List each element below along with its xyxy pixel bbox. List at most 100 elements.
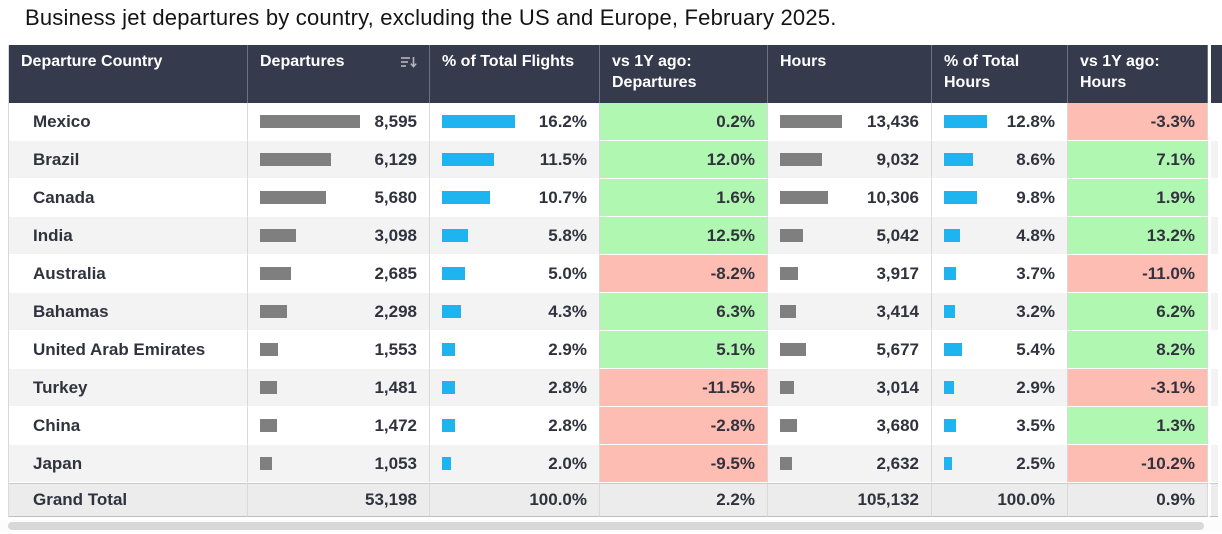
pct-hours-cell: 3.2% [932, 293, 1068, 331]
country-cell: Australia [9, 255, 248, 293]
vs-1y-hours-cell: 6.2% [1068, 293, 1208, 331]
grand-total-label: Grand Total [9, 483, 248, 517]
vs-1y-departures-cell: 1.6% [600, 179, 768, 217]
departures-cell: 8,595 [248, 103, 430, 141]
table-row: Turkey 1,481 2.8% -11.5% 3,014 2.9% -3.1… [9, 369, 1219, 407]
clipped-next-column-sliver [1208, 217, 1218, 255]
pct-hours-cell: 3.7% [932, 255, 1068, 293]
departures-value: 2,298 [374, 301, 417, 321]
pct-flights-data-bar [442, 153, 494, 166]
vs-1y-departures-value: -9.5% [710, 453, 755, 473]
hours-data-bar [780, 229, 804, 242]
column-header-vs-1y-departures[interactable]: vs 1Y ago: Departures [600, 45, 768, 103]
departures-bar-track [260, 419, 360, 432]
departures-data-bar [260, 457, 273, 470]
pct-hours-data-bar [944, 419, 956, 432]
vs-1y-hours-value: -3.3% [1150, 111, 1195, 131]
pct-flights-data-bar [442, 305, 462, 318]
column-header-hours[interactable]: Hours [768, 45, 932, 103]
vs-1y-hours-cell: 1.9% [1068, 179, 1208, 217]
hours-cell: 5,042 [768, 217, 932, 255]
hours-cell: 10,306 [768, 179, 932, 217]
departures-value: 1,472 [374, 415, 417, 435]
country-cell: United Arab Emirates [9, 331, 248, 369]
hours-bar-track [780, 381, 842, 394]
vs-1y-departures-value: -8.2% [710, 263, 755, 283]
departures-cell: 5,680 [248, 179, 430, 217]
pct-flights-data-bar [442, 229, 469, 242]
vs-1y-departures-cell: 5.1% [600, 331, 768, 369]
page-title: Business jet departures by country, excl… [25, 5, 837, 30]
column-header-departure-country[interactable]: Departure Country [9, 45, 248, 103]
pct-flights-value: 16.2% [538, 111, 587, 131]
pct-flights-cell: 2.8% [430, 407, 600, 445]
pct-hours-bar-track [944, 419, 987, 432]
departures-bar-track [260, 381, 360, 394]
vs-1y-departures-cell: -9.5% [600, 445, 768, 483]
departures-data-bar [260, 115, 360, 128]
table-row: United Arab Emirates 1,553 2.9% 5.1% 5,6… [9, 331, 1219, 369]
pct-flights-data-bar [442, 115, 515, 128]
hours-value: 5,042 [876, 225, 919, 245]
pct-flights-bar-track [442, 191, 515, 204]
hours-bar-track [780, 153, 842, 166]
grand-total-vs-departures: 2.2% [600, 483, 768, 517]
clipped-next-column-sliver [1208, 179, 1218, 217]
departures-value: 1,481 [374, 377, 417, 397]
pct-flights-data-bar [442, 343, 456, 356]
vs-1y-departures-value: -11.5% [702, 377, 755, 397]
pct-hours-data-bar [944, 191, 977, 204]
departures-value: 5,680 [374, 187, 417, 207]
clipped-next-column-sliver [1208, 369, 1218, 407]
pct-hours-bar-track [944, 267, 987, 280]
pct-hours-cell: 5.4% [932, 331, 1068, 369]
departures-bar-track [260, 153, 360, 166]
clipped-next-column-sliver [1208, 407, 1218, 445]
vs-1y-hours-value: 6.2% [1156, 301, 1195, 321]
pct-hours-cell: 8.6% [932, 141, 1068, 179]
pct-flights-data-bar [442, 267, 465, 280]
pct-hours-value: 4.8% [1016, 225, 1055, 245]
pct-flights-cell: 5.8% [430, 217, 600, 255]
horizontal-scrollbar-thumb[interactable] [8, 522, 1204, 530]
pct-hours-value: 3.5% [1016, 415, 1055, 435]
column-header-pct-total-flights[interactable]: % of Total Flights [430, 45, 600, 103]
vs-1y-departures-cell: 0.2% [600, 103, 768, 141]
hours-cell: 9,032 [768, 141, 932, 179]
vs-1y-departures-cell: 6.3% [600, 293, 768, 331]
pct-hours-bar-track [944, 381, 987, 394]
column-header-vs-1y-hours[interactable]: vs 1Y ago: Hours [1068, 45, 1208, 103]
vs-1y-departures-value: 12.5% [706, 225, 755, 245]
pct-flights-bar-track [442, 343, 515, 356]
vs-1y-hours-cell: 8.2% [1068, 331, 1208, 369]
pct-flights-data-bar [442, 457, 451, 470]
sort-descending-icon[interactable] [400, 55, 417, 76]
pct-hours-data-bar [944, 381, 954, 394]
hours-cell: 2,632 [768, 445, 932, 483]
pct-hours-cell: 9.8% [932, 179, 1068, 217]
departures-data-bar [260, 419, 278, 432]
clipped-next-column-sliver [1208, 445, 1218, 483]
hours-cell: 3,917 [768, 255, 932, 293]
departures-table: Departure Country Departures [8, 45, 1222, 517]
pct-flights-value: 10.7% [538, 187, 587, 207]
pct-hours-cell: 12.8% [932, 103, 1068, 141]
column-header-pct-total-hours[interactable]: % of Total Hours [932, 45, 1068, 103]
grand-total-departures: 53,198 [248, 483, 430, 517]
table-row: Brazil 6,129 11.5% 12.0% 9,032 8.6% 7.1% [9, 141, 1219, 179]
hours-value: 9,032 [876, 149, 919, 169]
departures-data-bar [260, 305, 287, 318]
hours-bar-track [780, 267, 842, 280]
pct-flights-cell: 2.0% [430, 445, 600, 483]
departures-cell: 2,298 [248, 293, 430, 331]
column-header-departures[interactable]: Departures [248, 45, 430, 103]
departures-bar-track [260, 457, 360, 470]
pct-flights-value: 4.3% [548, 301, 587, 321]
pct-hours-data-bar [944, 457, 953, 470]
pct-flights-value: 5.0% [548, 263, 587, 283]
vs-1y-hours-value: 1.3% [1156, 415, 1195, 435]
country-cell: Bahamas [9, 293, 248, 331]
vs-1y-departures-value: 12.0% [706, 149, 755, 169]
country-cell: Japan [9, 445, 248, 483]
pct-flights-bar-track [442, 115, 515, 128]
